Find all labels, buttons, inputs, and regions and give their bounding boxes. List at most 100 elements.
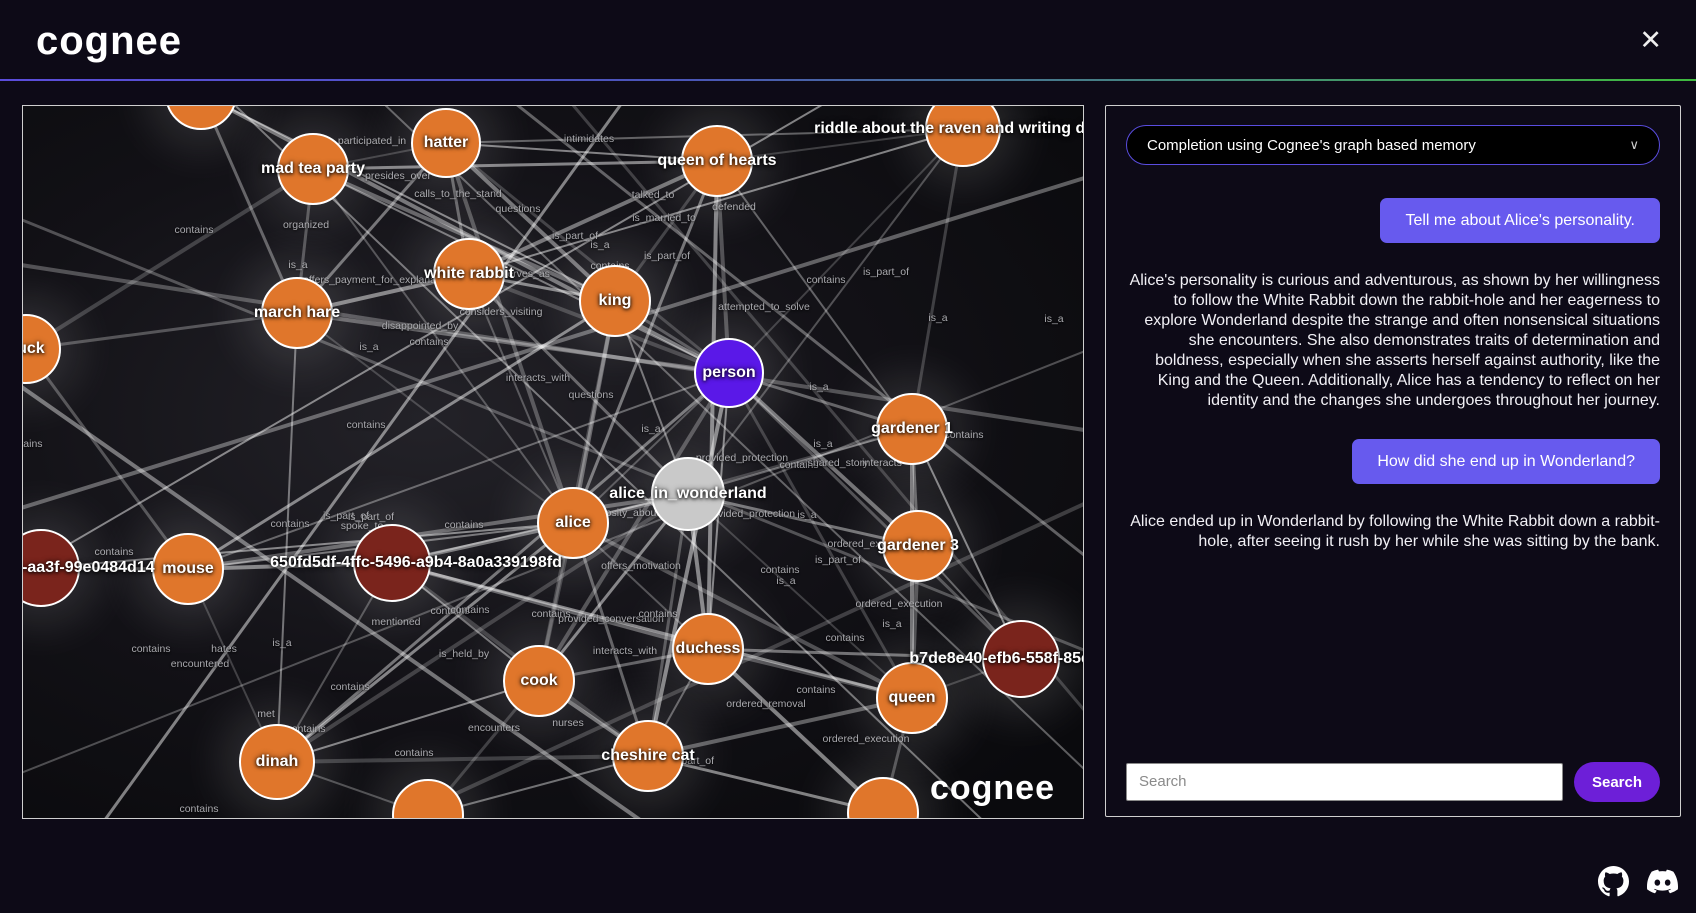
edge-label: contains: [450, 604, 490, 616]
edge-label: provided_protection: [702, 508, 796, 520]
edge-label: contains: [944, 429, 984, 441]
edge-label: defended: [712, 201, 756, 213]
edge-label: contains: [179, 803, 219, 815]
edge-label: presides_over: [365, 170, 431, 182]
graph-node-label: mouse: [162, 560, 214, 577]
graph-node[interactable]: dinah: [239, 724, 315, 800]
cognee-watermark: cognee: [929, 769, 1055, 807]
edge-label: organized: [282, 219, 330, 231]
header: cognee ✕: [0, 0, 1696, 81]
edge-label: is_a: [590, 239, 610, 251]
graph-node[interactable]: mouse: [152, 533, 224, 605]
graph-node[interactable]: 650fd5df-4ffc-5496-a9b4-8a0a339198fd: [270, 524, 562, 602]
edge-label: contains: [825, 632, 865, 644]
edge-label: provided_protection: [695, 452, 789, 464]
edge-label: ordered_removal: [726, 698, 806, 710]
edge-label: contains: [131, 643, 171, 655]
graph-node-label: march hare: [253, 304, 341, 321]
edge-label: questions: [495, 203, 541, 215]
edge-label: participated_in: [337, 135, 407, 147]
graph-node[interactable]: cheshire cat: [601, 720, 695, 792]
edge-label: encounters: [468, 722, 520, 734]
graph-node[interactable]: cook: [503, 645, 575, 717]
chat-message-user: Tell me about Alice's personality.: [1380, 198, 1660, 244]
edge-label: contains: [779, 459, 819, 471]
edge-label: questions: [568, 389, 614, 401]
chevron-down-icon: ∨: [1629, 137, 1639, 152]
edge-label: contains: [806, 274, 846, 286]
edge-label: intimidates: [563, 133, 615, 145]
graph-node-label: queen: [888, 689, 936, 706]
graph-node-label: 650fd5df-4ffc-5496-a9b4-8a0a339198fd: [270, 554, 562, 571]
graph-node[interactable]: mad tea party: [261, 133, 365, 205]
chat-panel: Completion using Cognee's graph based me…: [1105, 105, 1681, 817]
edge-label: is_held_by: [438, 648, 490, 660]
footer-links: [1598, 866, 1679, 897]
edge-label: contains: [531, 608, 571, 620]
edge-label: interacts_with: [592, 645, 658, 657]
graph-node[interactable]: ac3-aa3f-99e0484d14: [23, 529, 155, 607]
memory-mode-dropdown[interactable]: Completion using Cognee's graph based me…: [1126, 125, 1660, 165]
edge-label: ordered_execution: [855, 598, 943, 610]
graph-node[interactable]: gardener 1: [871, 393, 953, 465]
edge-label: serves_as: [502, 268, 550, 280]
graph-node[interactable]: alice_in_wonderland: [609, 457, 767, 531]
edge-label: mentioned: [371, 616, 421, 628]
edge-label: contains: [94, 546, 134, 558]
graph-node[interactable]: person: [694, 338, 764, 408]
graph-node-label: mad tea party: [260, 160, 366, 177]
graph-node[interactable]: march hare: [254, 277, 340, 349]
graph-node-label: person: [702, 364, 756, 381]
edge-label: interacts_with: [505, 372, 571, 384]
search-row: Search: [1126, 762, 1660, 802]
chat-message-assistant: Alice ended up in Wonderland by followin…: [1130, 513, 1660, 551]
edge-label: nurses: [552, 717, 584, 729]
edge-label: is_a: [641, 423, 661, 435]
edge-label: contains: [638, 608, 678, 620]
edge-label: is_part_of: [551, 230, 599, 242]
close-icon[interactable]: ✕: [1633, 26, 1668, 55]
graph-node[interactable]: gardener 3: [877, 510, 959, 582]
edge-label: is_part_of: [347, 511, 395, 523]
edge-label: met: [257, 708, 275, 720]
edge-label: is_a: [797, 509, 817, 521]
edge-label: contains: [330, 681, 370, 693]
chat-messages: Tell me about Alice's personality. Alice'…: [1126, 198, 1660, 552]
edge-label: disappointed_by: [381, 320, 459, 332]
edge-label: is_a: [1044, 313, 1064, 325]
edge-label: talked_to: [631, 189, 675, 201]
edge-label: contains: [430, 605, 470, 617]
discord-icon[interactable]: [1646, 866, 1679, 897]
graph-node-label: alice_in_wonderland: [609, 485, 767, 502]
graph-node[interactable]: hatter: [411, 108, 481, 178]
edge-label: encountered: [170, 658, 230, 670]
edge-label: is_a: [288, 259, 308, 271]
edge-label: hates: [211, 643, 237, 655]
graph-node[interactable]: queen of hearts: [657, 125, 777, 197]
edge-label: is_a: [809, 381, 829, 393]
header-gradient-rule: [0, 79, 1696, 81]
github-icon[interactable]: [1598, 866, 1629, 897]
chat-message-user: How did she end up in Wonderland?: [1352, 439, 1660, 485]
graph-node[interactable]: white rabbit: [424, 238, 514, 310]
edge-label: attempted_to_solve: [718, 301, 810, 313]
edge-label: is_part_of: [814, 554, 862, 566]
edge-label: contains: [23, 438, 43, 450]
edge-label: calls_to_the_stand: [414, 188, 502, 200]
edge-label: contains: [346, 419, 386, 431]
edge-label: contains: [444, 519, 484, 531]
graph-node[interactable]: duchess: [672, 613, 744, 685]
graph-node-label: cheshire cat: [601, 747, 695, 764]
graph-node[interactable]: king: [579, 265, 651, 337]
edge-label: interacts: [862, 457, 902, 469]
graph-node[interactable]: b7de8e40-efb6-558f-85da-63b: [909, 620, 1083, 698]
search-button[interactable]: Search: [1574, 762, 1660, 802]
graph-node[interactable]: queen: [876, 662, 948, 734]
graph-node[interactable]: riddle about the raven and writing desk: [814, 106, 1083, 167]
search-input[interactable]: [1126, 763, 1563, 801]
edge-label: contains: [270, 518, 310, 530]
graph-node[interactable]: alice: [537, 487, 609, 559]
chat-message-assistant: Alice's personality is curious and adven…: [1129, 272, 1660, 410]
